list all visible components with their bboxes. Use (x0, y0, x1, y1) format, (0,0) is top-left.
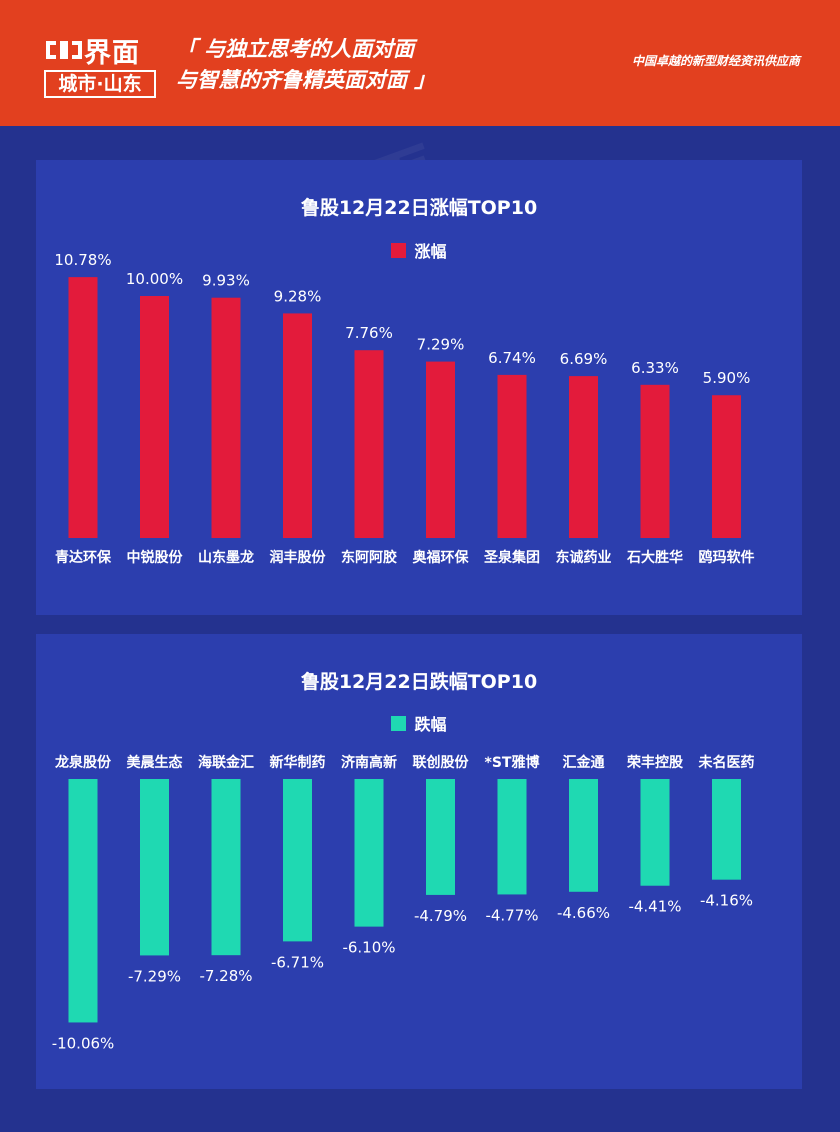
data-label: -6.10% (342, 939, 395, 957)
chart-title: 鲁股12月22日跌幅TOP10 (300, 671, 538, 693)
bar-gain (283, 313, 312, 538)
category-label: 东诚药业 (556, 549, 612, 566)
bar-loss (354, 779, 384, 927)
data-label: 6.33% (631, 359, 679, 377)
logo-icon (44, 37, 84, 63)
data-label: -4.16% (700, 892, 753, 910)
bar-loss (140, 779, 169, 956)
category-label: 新华制药 (270, 754, 326, 771)
bar-gain (140, 296, 169, 538)
gainers-chart-panel: 鲁股12月22日涨幅TOP10 涨幅 10.78% 青达环保 10.00% 中锐股份 9… (36, 160, 802, 615)
bar-loss (68, 779, 98, 1023)
category-label: 圣泉集团 (483, 549, 540, 566)
bar-gain (497, 374, 527, 538)
data-label: -7.29% (128, 967, 181, 985)
data-label: 7.76% (345, 324, 393, 342)
data-label: -6.71% (271, 953, 324, 971)
gainers-bar-chart: 10.78% 青达环保 10.00% 中锐股份 9.93% 山东墨龙 9.28% 润丰股份 7.… (54, 251, 755, 566)
legend-swatch (391, 242, 407, 258)
category-label: 奥福环保 (413, 549, 470, 566)
slogan-line-1: 「 与独立思考的人面对面 (176, 37, 415, 61)
bar-gain (426, 361, 455, 538)
brand-logo: 界面 城市·山东 (44, 34, 159, 98)
category-label: *ST雅博 (485, 754, 540, 771)
bar-gain (354, 350, 384, 538)
category-label: 中锐股份 (127, 549, 184, 566)
legend-label: 跌幅 (414, 715, 447, 734)
bar-loss (640, 779, 670, 886)
bar-loss (283, 779, 312, 942)
data-label: 10.00% (126, 270, 183, 288)
bar-gain (712, 395, 741, 538)
category-label: 山东墨龙 (198, 549, 254, 566)
chart-title: 鲁股12月22日涨幅TOP10 (300, 197, 538, 219)
data-label: -4.66% (557, 904, 610, 922)
bar-loss (426, 779, 455, 895)
data-label: 9.28% (274, 287, 322, 305)
legend-label: 涨幅 (414, 242, 447, 261)
losers-chart-panel: 鲁股12月22日跌幅TOP10 跌幅 -10.06% 龙泉股份 -7.29% 美晨生态… (36, 634, 802, 1089)
data-label: 5.90% (703, 369, 751, 387)
data-label: -4.77% (485, 906, 538, 924)
bar-loss (712, 779, 741, 880)
losers-bar-chart: -10.06% 龙泉股份 -7.29% 美晨生态 -7.28% 海联金汇 -6.71% 新华制… (52, 754, 755, 1052)
chart-legend: 涨幅 (36, 238, 802, 262)
category-label: 联创股份 (413, 754, 470, 771)
tagline: 中国卓越的新型财经资讯供应商 (631, 54, 800, 68)
bar-gain (569, 376, 598, 538)
data-label: 6.69% (560, 350, 608, 368)
data-label: -4.41% (628, 898, 681, 916)
category-label: 鸥玛软件 (699, 549, 755, 566)
bar-gain (640, 384, 670, 538)
header-banner: 界面 城市·山东 「 与独立思考的人面对面 与智慧的齐鲁精英面对面 」 中国卓越… (0, 0, 840, 126)
category-label: 未名医药 (699, 754, 755, 771)
category-label: 龙泉股份 (54, 754, 112, 771)
data-label: 10.78% (54, 251, 111, 269)
category-label: 汇金通 (563, 754, 605, 771)
category-label: 青达环保 (55, 549, 112, 566)
category-label: 美晨生态 (127, 754, 183, 771)
bar-gain (68, 277, 98, 538)
data-label: -4.79% (414, 907, 467, 925)
chart-legend: 跌幅 (36, 711, 802, 735)
category-label: 济南高新 (341, 754, 397, 771)
bar-loss (569, 779, 598, 892)
data-label: 9.93% (202, 272, 250, 290)
bar-gain (211, 297, 241, 538)
legend-swatch (391, 715, 407, 731)
bar-loss (497, 779, 527, 895)
category-label: 东阿阿胶 (341, 549, 397, 566)
slogan: 「 与独立思考的人面对面 与智慧的齐鲁精英面对面 」 (176, 34, 435, 96)
category-label: 海联金汇 (198, 754, 254, 771)
category-label: 润丰股份 (270, 549, 327, 566)
data-label: -7.28% (199, 967, 252, 985)
logo-subtitle: 城市·山东 (44, 70, 156, 98)
data-label: -10.06% (52, 1034, 115, 1052)
category-label: 荣丰控股 (626, 754, 684, 771)
data-label: 6.74% (488, 349, 536, 367)
bar-loss (211, 779, 241, 956)
logo-name: 界面 (84, 37, 140, 69)
data-label: 7.29% (417, 336, 465, 354)
category-label: 石大胜华 (626, 549, 683, 566)
slogan-line-2: 与智慧的齐鲁精英面对面 」 (176, 68, 436, 92)
